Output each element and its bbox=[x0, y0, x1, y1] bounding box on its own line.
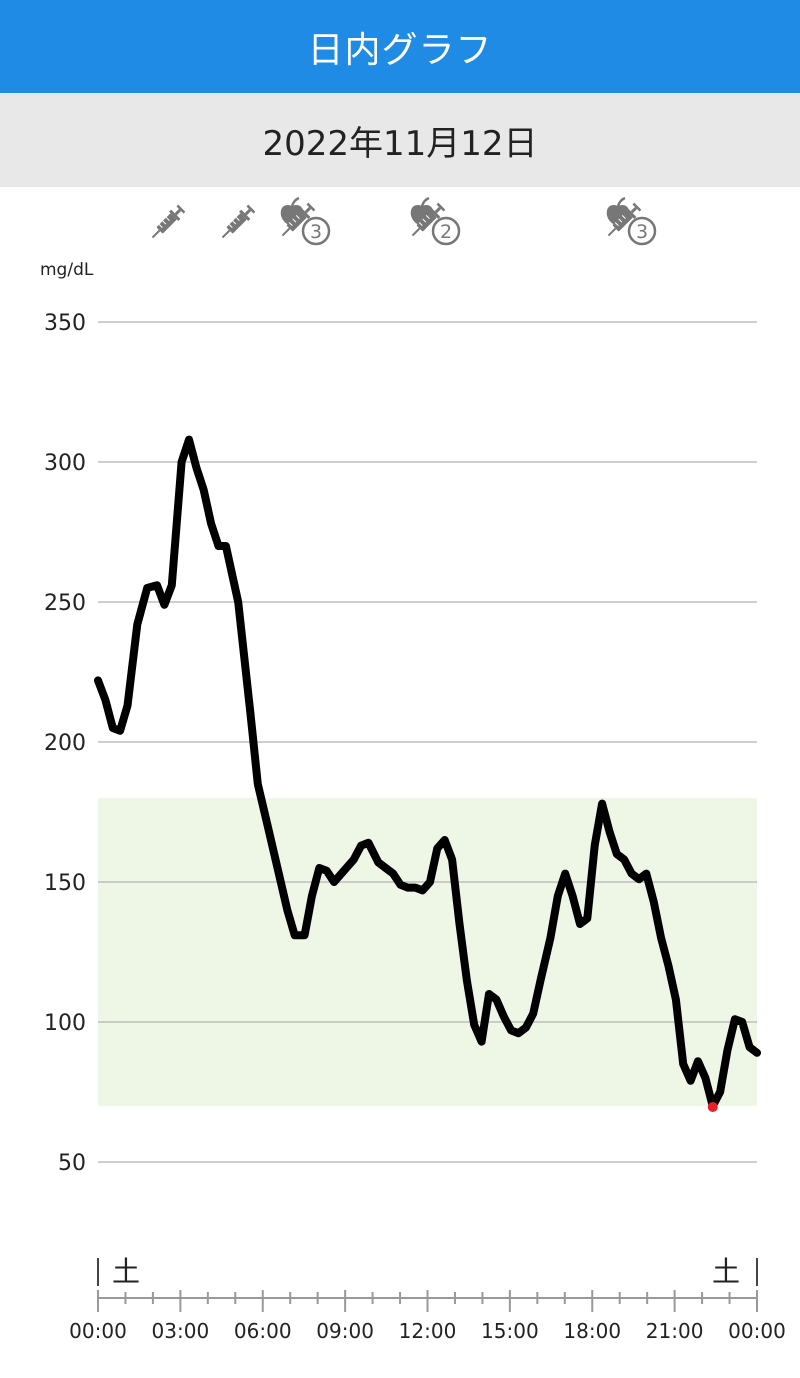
y-tick-label: 350 bbox=[44, 311, 86, 336]
day-label-start: 土 bbox=[112, 1255, 140, 1288]
glucose-daily-chart: 50 100 150 200 250 300 350 00:00 03:00 06:00 09:00… bbox=[44, 196, 786, 1343]
y-tick-label: 200 bbox=[44, 731, 86, 756]
x-tick-label: 00:00 bbox=[69, 1319, 127, 1343]
x-tick-label: 09:00 bbox=[316, 1319, 374, 1343]
x-tick-label: 21:00 bbox=[646, 1319, 704, 1343]
insulin-dose-badge: 2 bbox=[440, 221, 452, 243]
x-tick-label: 12:00 bbox=[399, 1319, 457, 1343]
insulin-dose-badge: 3 bbox=[310, 221, 322, 243]
x-tick-label: 15:00 bbox=[481, 1319, 539, 1343]
x-tick-label: 03:00 bbox=[152, 1319, 210, 1343]
date-bar[interactable]: 2022年11月12日 bbox=[0, 93, 800, 187]
y-axis-unit-label: mg/dL bbox=[40, 260, 94, 280]
y-tick-label: 100 bbox=[44, 1011, 86, 1036]
syringe-icon[interactable] bbox=[148, 204, 187, 243]
meal-insulin-icon[interactable]: 3 bbox=[604, 196, 657, 246]
x-tick-label: 06:00 bbox=[234, 1319, 292, 1343]
syringe-icon[interactable] bbox=[218, 204, 257, 243]
x-tick-label: 00:00 bbox=[728, 1319, 786, 1343]
y-tick-label: 50 bbox=[58, 1151, 86, 1176]
low-glucose-point bbox=[707, 1102, 718, 1112]
meal-insulin-icon[interactable]: 3 bbox=[278, 196, 331, 246]
insulin-dose-badge: 3 bbox=[636, 221, 648, 243]
meal-insulin-icon[interactable]: 2 bbox=[408, 196, 461, 246]
y-tick-label: 250 bbox=[44, 591, 86, 616]
day-label-end: 土 bbox=[712, 1255, 740, 1288]
y-tick-label: 300 bbox=[44, 451, 86, 476]
glucose-line bbox=[94, 435, 761, 1110]
y-tick-label: 150 bbox=[44, 871, 86, 896]
x-tick-label: 18:00 bbox=[563, 1319, 621, 1343]
date-label: 2022年11月12日 bbox=[262, 123, 538, 164]
page-title: 日内グラフ bbox=[307, 29, 493, 71]
app-header: 日内グラフ bbox=[0, 0, 800, 93]
target-range-band bbox=[98, 798, 757, 1106]
